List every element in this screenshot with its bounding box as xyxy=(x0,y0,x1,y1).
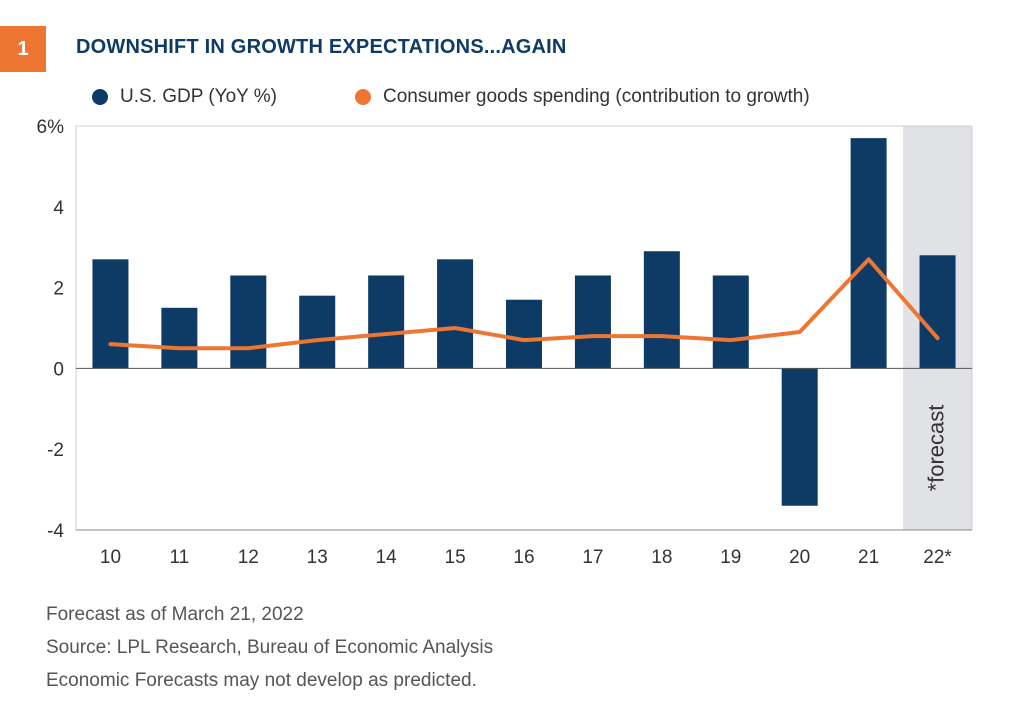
gdp-bar xyxy=(161,307,198,369)
gdp-bar xyxy=(574,275,611,369)
legend-item-gdp: U.S. GDP (YoY %) xyxy=(92,86,277,108)
consumer-spending-line xyxy=(108,257,940,351)
chart-number-badge: 1 xyxy=(0,26,46,72)
x-tick-label: 12 xyxy=(238,547,259,568)
y-tick-label: -2 xyxy=(47,440,64,461)
y-tick-label: 2 xyxy=(53,279,64,300)
x-tick-label: 18 xyxy=(651,547,672,568)
note-forecast-date: Forecast as of March 21, 2022 xyxy=(46,604,304,625)
x-tick-label: 16 xyxy=(513,547,534,568)
x-tick-label: 19 xyxy=(720,547,741,568)
chart-notes: Forecast as of March 21, 2022 Source: LP… xyxy=(46,598,493,697)
x-tick-label: 11 xyxy=(170,547,190,568)
gdp-bar xyxy=(919,255,956,369)
y-tick-label: -4 xyxy=(47,521,64,542)
gdp-bar xyxy=(506,299,542,369)
gdp-bar xyxy=(850,138,887,369)
gdp-bar xyxy=(230,275,267,369)
gdp-bar xyxy=(368,275,405,369)
legend: U.S. GDP (YoY %) Consumer goods spending… xyxy=(92,86,888,108)
x-tick-label: 20 xyxy=(789,547,810,568)
note-source: Source: LPL Research, Bureau of Economic… xyxy=(46,637,494,658)
legend-swatch-consumer xyxy=(355,89,371,105)
legend-label-consumer: Consumer goods spending (contribution to… xyxy=(383,86,810,107)
note-disclaimer: Economic Forecasts may not develop as pr… xyxy=(46,670,477,691)
legend-label-gdp: U.S. GDP (YoY %) xyxy=(120,86,277,107)
x-tick-label: 14 xyxy=(376,547,398,568)
y-tick-label: 0 xyxy=(53,359,64,380)
gdp-bar xyxy=(299,295,336,369)
x-tick-label: 10 xyxy=(100,547,121,568)
x-tick-label: 22* xyxy=(923,547,952,568)
gdp-bar xyxy=(643,251,680,369)
gdp-bar xyxy=(92,259,129,369)
y-tick-label: 6% xyxy=(37,117,65,138)
x-tick-label: 13 xyxy=(307,547,328,568)
x-tick-label: 17 xyxy=(582,547,603,568)
x-tick-label: 21 xyxy=(858,547,879,568)
x-tick-label: 15 xyxy=(445,547,466,568)
legend-item-consumer: Consumer goods spending (contribution to… xyxy=(355,86,810,108)
gdp-bar xyxy=(712,275,749,369)
chart-canvas: -4 -2 0 2 4 6% 10 11 12 13 14 15 16 17 18 19 20 21 22* *for… xyxy=(37,117,973,568)
chart-title: DOWNSHIFT IN GROWTH EXPECTATIONS...AGAIN xyxy=(76,36,567,58)
forecast-annotation: *forecast xyxy=(924,405,949,492)
gdp-bar xyxy=(781,368,818,506)
gdp-bar xyxy=(437,259,474,369)
y-tick-label: 4 xyxy=(53,198,64,219)
legend-swatch-gdp xyxy=(92,89,108,105)
